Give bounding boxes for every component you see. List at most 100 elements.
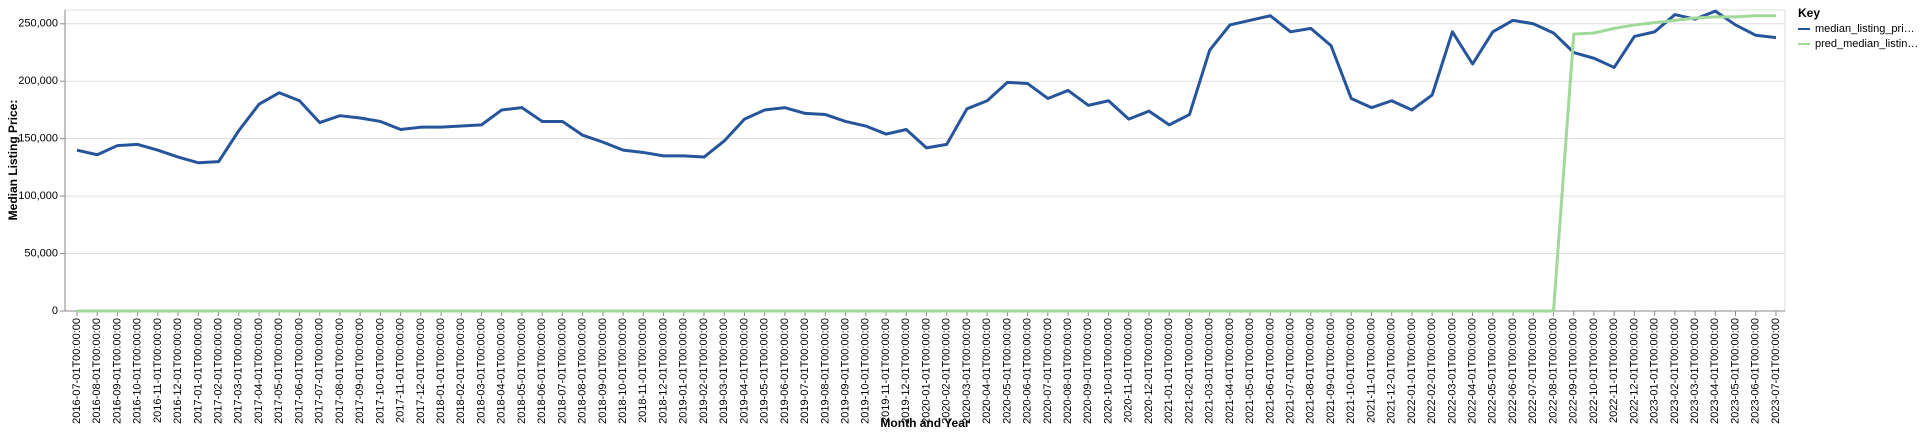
y-tick-label: 0 bbox=[52, 305, 58, 317]
x-tick-label: 2019-10-01T00:00:00 bbox=[860, 318, 872, 424]
x-tick-label: 2020-01-01T00:00:00 bbox=[920, 318, 932, 424]
x-axis-title: Month and Year bbox=[880, 416, 969, 430]
series-line bbox=[76, 9, 1777, 165]
x-tick-label: 2022-01-01T00:00:00 bbox=[1406, 318, 1418, 424]
x-tick-label: 2018-04-01T00:00:00 bbox=[496, 318, 508, 424]
x-tick-label: 2022-02-01T00:00:00 bbox=[1426, 318, 1438, 424]
x-tick-label: 2021-11-01T00:00:00 bbox=[1365, 318, 1377, 423]
x-tick-label: 2018-03-01T00:00:00 bbox=[475, 318, 487, 424]
x-tick-label: 2019-08-01T00:00:00 bbox=[819, 318, 831, 424]
x-tick-label: 2020-07-01T00:00:00 bbox=[1042, 318, 1054, 424]
x-tick-label: 2022-04-01T00:00:00 bbox=[1467, 318, 1479, 424]
x-tick-label: 2018-01-01T00:00:00 bbox=[435, 318, 447, 424]
x-tick-label: 2019-12-01T00:00:00 bbox=[900, 318, 912, 424]
legend-title: Key bbox=[1798, 6, 1820, 20]
x-tick-label: 2017-09-01T00:00:00 bbox=[354, 318, 366, 424]
x-tick-label: 2019-11-01T00:00:00 bbox=[880, 318, 892, 423]
y-tick-label: 200,000 bbox=[18, 75, 58, 87]
x-tick-label: 2020-02-01T00:00:00 bbox=[941, 318, 953, 424]
y-tick-label: 150,000 bbox=[18, 133, 58, 145]
x-tick-label: 2017-01-01T00:00:00 bbox=[192, 318, 204, 424]
x-tick-label: 2017-12-01T00:00:00 bbox=[415, 318, 427, 424]
x-tick-label: 2017-04-01T00:00:00 bbox=[253, 318, 265, 424]
x-tick-label: 2017-03-01T00:00:00 bbox=[233, 318, 245, 424]
x-tick-label: 2019-07-01T00:00:00 bbox=[799, 318, 811, 424]
x-tick-label: 2022-03-01T00:00:00 bbox=[1446, 318, 1458, 424]
x-tick-label: 2022-08-01T00:00:00 bbox=[1547, 318, 1559, 424]
x-tick-label: 2017-11-01T00:00:00 bbox=[395, 318, 407, 423]
x-tick-label: 2022-05-01T00:00:00 bbox=[1487, 318, 1499, 424]
x-tick-label: 2017-07-01T00:00:00 bbox=[314, 318, 326, 424]
x-tick-label: 2017-02-01T00:00:00 bbox=[212, 318, 224, 424]
x-tick-label: 2020-11-01T00:00:00 bbox=[1123, 318, 1135, 423]
x-tick-label: 2017-08-01T00:00:00 bbox=[334, 318, 346, 424]
x-tick-label: 2021-10-01T00:00:00 bbox=[1345, 318, 1357, 424]
x-tick-label: 2018-02-01T00:00:00 bbox=[455, 318, 467, 424]
x-tick-label: 2017-05-01T00:00:00 bbox=[273, 318, 285, 424]
x-tick-label: 2021-03-01T00:00:00 bbox=[1204, 318, 1216, 424]
x-tick-label: 2020-08-01T00:00:00 bbox=[1062, 318, 1074, 424]
y-tick-label: 100,000 bbox=[18, 190, 58, 202]
x-tick-label: 2023-06-01T00:00:00 bbox=[1750, 318, 1762, 424]
x-tick-label: 2016-10-01T00:00:00 bbox=[132, 318, 144, 424]
x-tick-label: 2023-05-01T00:00:00 bbox=[1729, 318, 1741, 424]
x-tick-label: 2016-07-01T00:00:00 bbox=[71, 318, 83, 424]
x-tick-label: 2020-10-01T00:00:00 bbox=[1102, 318, 1114, 424]
series-line bbox=[77, 14, 1776, 313]
x-tick-label: 2022-09-01T00:00:00 bbox=[1568, 318, 1580, 424]
x-tick-label: 2021-05-01T00:00:00 bbox=[1244, 318, 1256, 424]
x-tick-label: 2023-07-01T00:00:00 bbox=[1770, 318, 1782, 424]
x-tick-label: 2016-09-01T00:00:00 bbox=[111, 318, 123, 424]
x-tick-label: 2018-06-01T00:00:00 bbox=[536, 318, 548, 424]
x-tick-label: 2016-11-01T00:00:00 bbox=[152, 318, 164, 423]
x-tick-label: 2020-06-01T00:00:00 bbox=[1022, 318, 1034, 424]
x-tick-label: 2018-08-01T00:00:00 bbox=[577, 318, 589, 424]
x-tick-label: 2021-07-01T00:00:00 bbox=[1284, 318, 1296, 424]
x-tick-label: 2017-06-01T00:00:00 bbox=[293, 318, 305, 424]
x-tick-label: 2016-12-01T00:00:00 bbox=[172, 318, 184, 424]
x-tick-label: 2019-05-01T00:00:00 bbox=[759, 318, 771, 424]
x-tick-label: 2021-09-01T00:00:00 bbox=[1325, 318, 1337, 424]
x-tick-label: 2018-11-01T00:00:00 bbox=[637, 318, 649, 423]
x-tick-label: 2019-03-01T00:00:00 bbox=[718, 318, 730, 424]
x-tick-label: 2018-10-01T00:00:00 bbox=[617, 318, 629, 424]
legend-label: median_listing_pri… bbox=[1815, 23, 1915, 35]
x-tick-label: 2019-09-01T00:00:00 bbox=[840, 318, 852, 424]
x-tick-label: 2019-02-01T00:00:00 bbox=[698, 318, 710, 424]
x-tick-label: 2020-05-01T00:00:00 bbox=[1001, 318, 1013, 424]
x-tick-label: 2022-12-01T00:00:00 bbox=[1628, 318, 1640, 424]
x-tick-label: 2021-02-01T00:00:00 bbox=[1183, 318, 1195, 424]
x-tick-label: 2020-09-01T00:00:00 bbox=[1082, 318, 1094, 424]
x-tick-label: 2021-04-01T00:00:00 bbox=[1224, 318, 1236, 424]
x-tick-label: 2022-10-01T00:00:00 bbox=[1588, 318, 1600, 424]
x-tick-label: 2020-12-01T00:00:00 bbox=[1143, 318, 1155, 424]
x-tick-label: 2023-03-01T00:00:00 bbox=[1689, 318, 1701, 424]
plot-frame bbox=[64, 9, 1786, 312]
x-tick-label: 2023-02-01T00:00:00 bbox=[1669, 318, 1681, 424]
x-tick-label: 2017-10-01T00:00:00 bbox=[374, 318, 386, 424]
y-axis-title: Median Listing Price: bbox=[6, 100, 20, 221]
x-tick-label: 2023-04-01T00:00:00 bbox=[1709, 318, 1721, 424]
legend-label: pred_median_listin… bbox=[1815, 38, 1918, 50]
x-tick-label: 2018-07-01T00:00:00 bbox=[556, 318, 568, 424]
x-tick-label: 2021-01-01T00:00:00 bbox=[1163, 318, 1175, 424]
y-tick-label: 250,000 bbox=[18, 18, 58, 30]
x-tick-label: 2018-05-01T00:00:00 bbox=[516, 318, 528, 424]
x-tick-label: 2021-12-01T00:00:00 bbox=[1386, 318, 1398, 424]
x-tick-label: 2020-03-01T00:00:00 bbox=[961, 318, 973, 424]
x-tick-label: 2021-06-01T00:00:00 bbox=[1264, 318, 1276, 424]
x-tick-label: 2022-06-01T00:00:00 bbox=[1507, 318, 1519, 424]
x-tick-label: 2020-04-01T00:00:00 bbox=[981, 318, 993, 424]
x-tick-label: 2018-12-01T00:00:00 bbox=[657, 318, 669, 424]
x-tick-label: 2021-08-01T00:00:00 bbox=[1305, 318, 1317, 424]
x-tick-label: 2019-04-01T00:00:00 bbox=[738, 318, 750, 424]
x-tick-label: 2019-01-01T00:00:00 bbox=[678, 318, 690, 424]
x-tick-label: 2022-11-01T00:00:00 bbox=[1608, 318, 1620, 423]
x-tick-label: 2019-06-01T00:00:00 bbox=[779, 318, 791, 424]
x-tick-label: 2016-08-01T00:00:00 bbox=[91, 318, 103, 424]
x-tick-label: 2022-07-01T00:00:00 bbox=[1527, 318, 1539, 424]
x-tick-label: 2023-01-01T00:00:00 bbox=[1649, 318, 1661, 424]
x-tick-label: 2018-09-01T00:00:00 bbox=[597, 318, 609, 424]
y-tick-label: 50,000 bbox=[24, 247, 58, 259]
